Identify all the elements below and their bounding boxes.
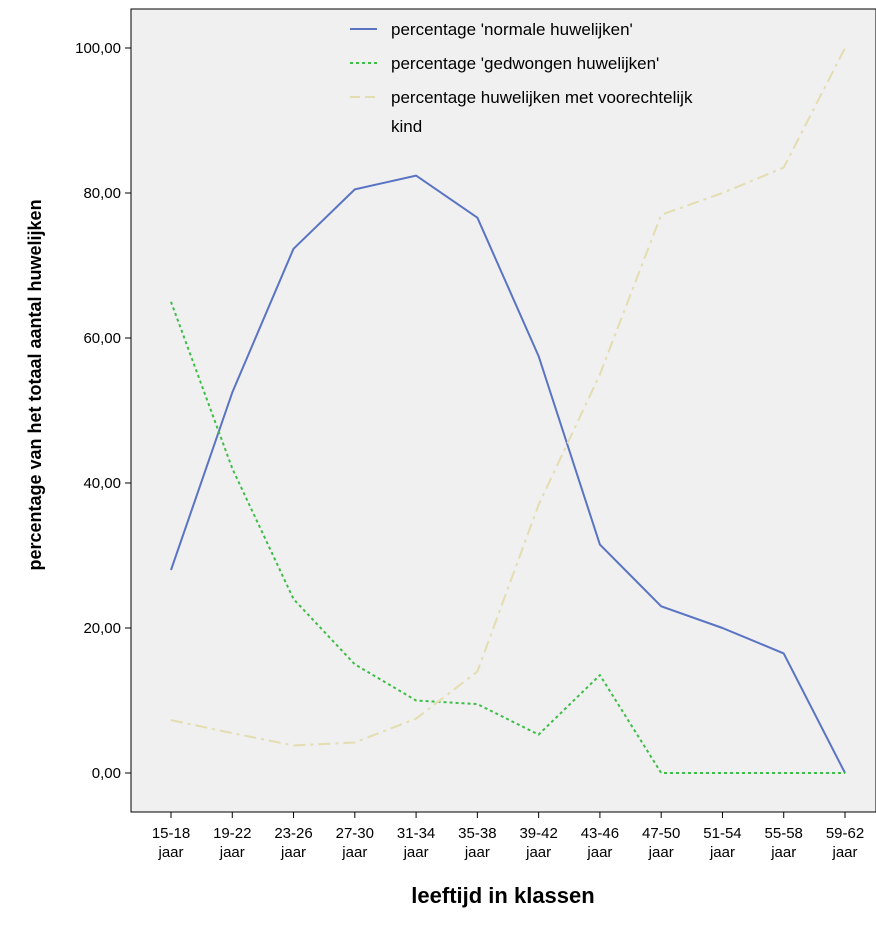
x-tick-label-unit: jaar bbox=[770, 844, 796, 861]
x-tick-label-unit: jaar bbox=[219, 844, 245, 861]
x-tick-label: 55-58 bbox=[765, 825, 803, 842]
series-line-2 bbox=[170, 301, 845, 774]
series-line-1 bbox=[170, 174, 846, 774]
legend-label: kind bbox=[391, 117, 422, 136]
x-tick-label-unit: jaar bbox=[157, 844, 183, 861]
x-tick-label-unit: jaar bbox=[709, 844, 735, 861]
x-tick-label: 31-34 bbox=[397, 825, 435, 842]
x-tick-label: 23-26 bbox=[274, 825, 312, 842]
legend: percentage 'normale huwelijken' percentag… bbox=[350, 20, 693, 136]
x-tick-label-unit: jaar bbox=[831, 844, 857, 861]
x-axis-title: leeftijd in klassen bbox=[411, 883, 594, 908]
y-tick-label: 80,00 bbox=[83, 185, 121, 202]
series-line-3 bbox=[170, 47, 846, 747]
x-tick-label: 43-46 bbox=[581, 825, 619, 842]
legend-label: percentage huwelijken met voorechtelijk bbox=[391, 88, 693, 107]
y-tick-label: 20,00 bbox=[83, 620, 121, 637]
x-tick-label-unit: jaar bbox=[280, 844, 306, 861]
x-axis: 15-18 jaar 19-22 jaar 23-26 jaar 27-30 jaar 31-3… bbox=[152, 812, 864, 861]
y-tick-label: 40,00 bbox=[83, 475, 121, 492]
x-tick-label: 51-54 bbox=[703, 825, 741, 842]
plot-area bbox=[130, 8, 876, 813]
x-tick-label: 59-62 bbox=[826, 825, 864, 842]
legend-label: percentage 'gedwongen huwelijken' bbox=[391, 54, 659, 73]
x-tick-label-unit: jaar bbox=[403, 844, 429, 861]
series-lines bbox=[170, 47, 846, 774]
x-tick-label-unit: jaar bbox=[648, 844, 674, 861]
x-tick-label-unit: jaar bbox=[586, 844, 612, 861]
x-tick-label: 35-38 bbox=[458, 825, 496, 842]
x-tick-label: 39-42 bbox=[519, 825, 557, 842]
x-tick-label-unit: jaar bbox=[464, 844, 490, 861]
x-tick-label-unit: jaar bbox=[525, 844, 551, 861]
y-axis: 0,00 20,00 40,00 60,00 80,00 100,00 bbox=[75, 40, 131, 782]
y-axis-title: percentage van het totaal aantal huwelij… bbox=[25, 199, 45, 570]
y-tick-label: 60,00 bbox=[83, 330, 121, 347]
x-tick-label: 27-30 bbox=[336, 825, 374, 842]
y-tick-label: 100,00 bbox=[75, 40, 121, 57]
x-tick-label: 15-18 bbox=[152, 825, 190, 842]
x-tick-label: 19-22 bbox=[213, 825, 251, 842]
y-tick-label: 0,00 bbox=[92, 765, 121, 782]
x-tick-label-unit: jaar bbox=[341, 844, 367, 861]
x-tick-label: 47-50 bbox=[642, 825, 680, 842]
legend-label: percentage 'normale huwelijken' bbox=[391, 20, 633, 39]
